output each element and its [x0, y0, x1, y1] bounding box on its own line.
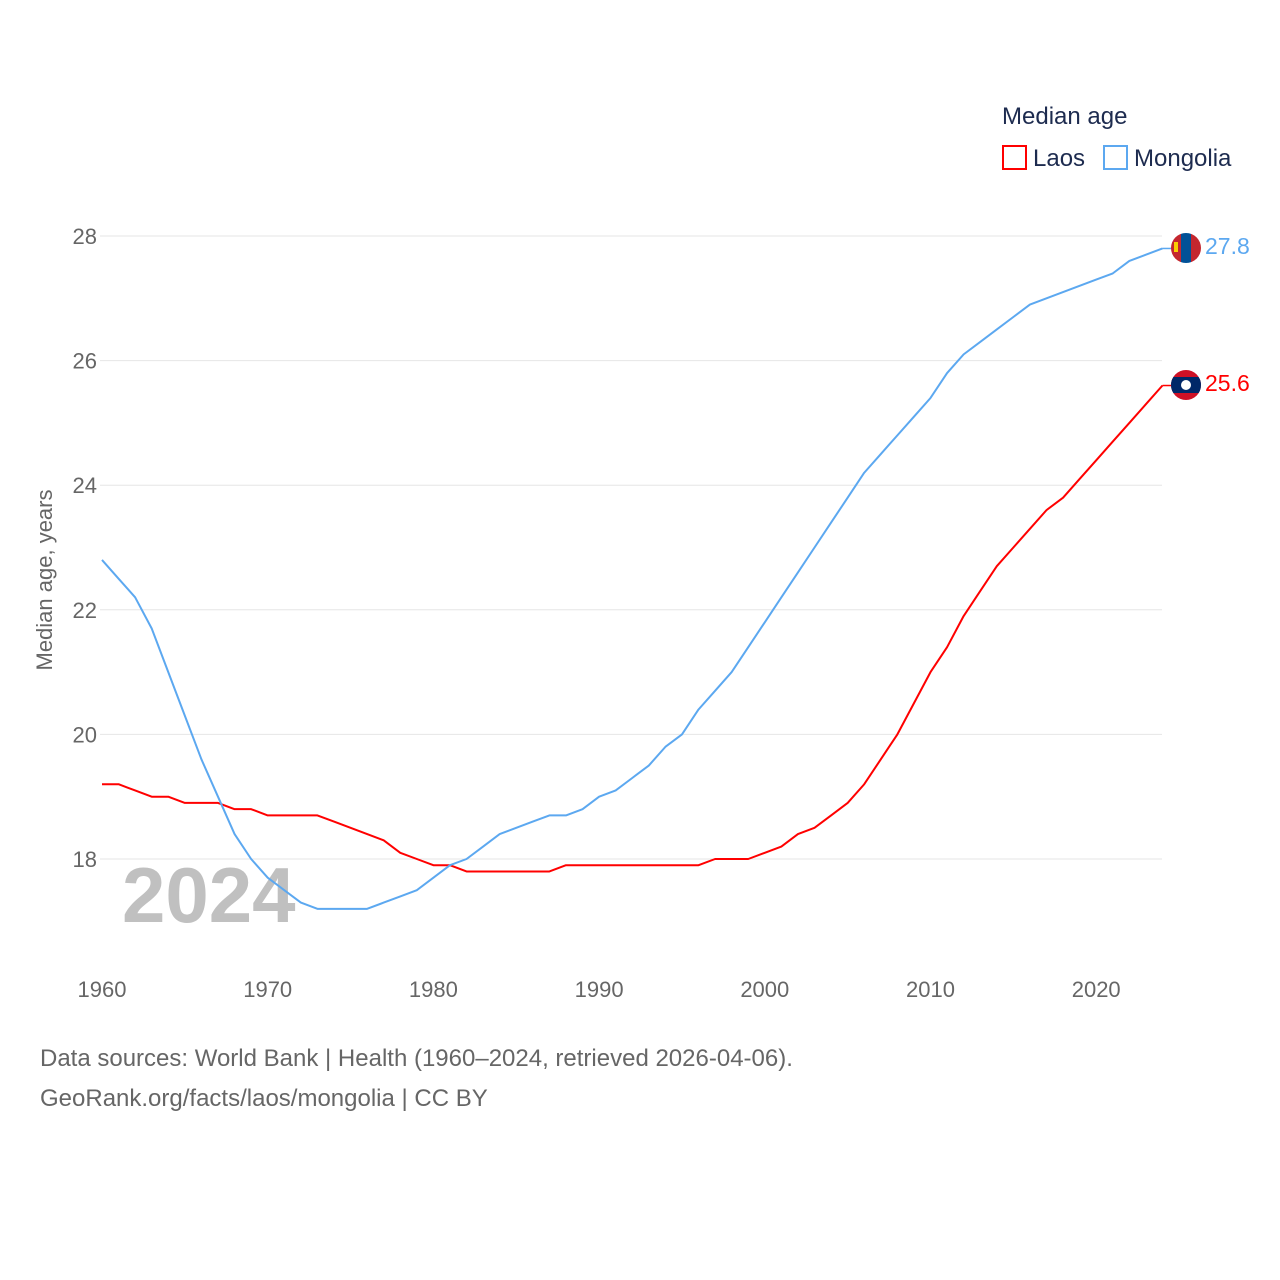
legend-label-laos[interactable]: Laos: [1033, 145, 1085, 172]
y-tick-label: 22: [73, 598, 97, 623]
x-tick-label: 1960: [78, 977, 127, 1002]
legend-title: Median age: [1002, 103, 1127, 130]
x-tick-label: 1990: [575, 977, 624, 1002]
series-line-mongolia[interactable]: [101, 247, 1163, 910]
mongolia-flag-icon: [1171, 233, 1201, 263]
footer-link[interactable]: GeoRank.org/facts/laos/mongolia | CC BY: [40, 1085, 488, 1112]
footer-sources: Data sources: World Bank | Health (1960–…: [40, 1045, 793, 1072]
laos-end-value: 25.6: [1205, 370, 1250, 396]
x-tick-label: 2010: [906, 977, 955, 1002]
y-tick-label: 28: [73, 224, 97, 249]
y-tick-label: 18: [73, 847, 97, 872]
x-tick-label: 1980: [409, 977, 458, 1002]
mongolia-end-value: 27.8: [1205, 233, 1250, 259]
series-line-laos[interactable]: [102, 384, 1164, 873]
legend-swatch-mongolia[interactable]: [1103, 145, 1128, 170]
y-tick-label: 26: [73, 349, 97, 374]
current-year-label: 2024: [122, 851, 296, 939]
x-tick-label: 2020: [1072, 977, 1121, 1002]
laos-flag-icon: [1171, 370, 1201, 400]
x-tick-label: 2000: [740, 977, 789, 1002]
y-axis-label: Median age, years: [32, 490, 57, 671]
legend-swatch-laos[interactable]: [1002, 145, 1027, 170]
y-tick-label: 20: [73, 722, 97, 747]
legend-label-mongolia[interactable]: Mongolia: [1134, 145, 1232, 172]
y-tick-label: 24: [73, 473, 97, 498]
x-tick-label: 1970: [243, 977, 292, 1002]
legend: Median age Laos Mongolia: [1002, 103, 1232, 172]
